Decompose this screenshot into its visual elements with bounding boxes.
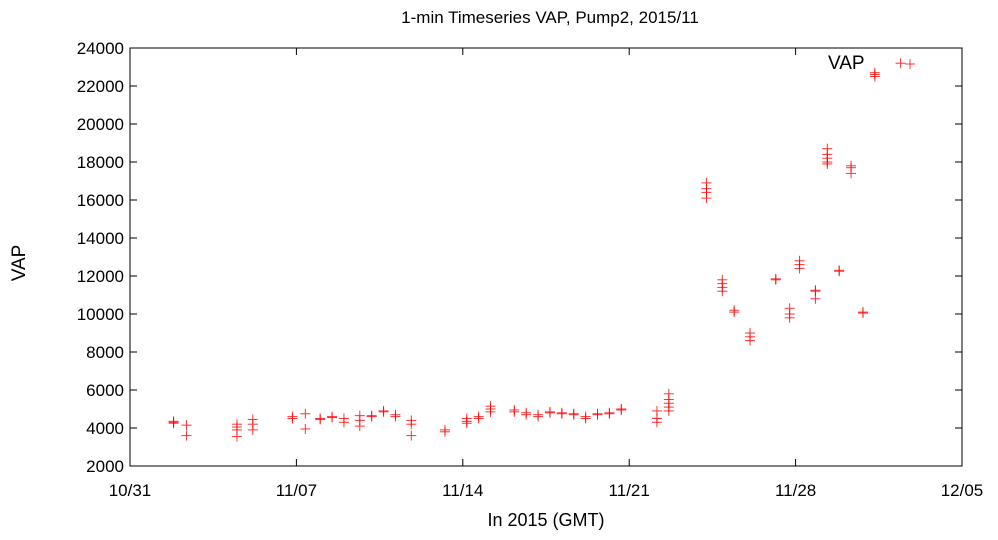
data-point <box>181 420 192 431</box>
data-point <box>822 158 833 169</box>
y-tick-label: 18000 <box>77 153 124 172</box>
y-tick-label: 6000 <box>86 381 124 400</box>
data-point <box>869 71 880 82</box>
y-tick-label: 24000 <box>77 39 124 58</box>
data-point <box>810 285 821 296</box>
data-point <box>729 307 740 318</box>
data-point <box>366 411 377 422</box>
data-point <box>327 412 338 423</box>
y-tick-label: 2000 <box>86 457 124 476</box>
data-point <box>300 423 311 434</box>
data-point <box>473 413 484 424</box>
data-point <box>168 418 179 429</box>
x-tick-label: 11/07 <box>276 481 317 500</box>
data-point <box>895 58 906 69</box>
y-tick-label: 16000 <box>77 191 124 210</box>
data-point <box>846 168 857 179</box>
data-point <box>406 419 417 430</box>
x-tick-label: 11/21 <box>609 481 650 500</box>
data-point <box>616 404 627 415</box>
data-point <box>378 406 389 417</box>
data-point <box>390 411 401 422</box>
x-tick-label: 12/05 <box>941 481 984 500</box>
data-point <box>810 293 821 304</box>
data-point <box>568 409 579 420</box>
data-point <box>533 411 544 422</box>
data-point <box>556 408 567 419</box>
data-point <box>247 424 258 435</box>
chart-title: 1-min Timeseries VAP, Pump2, 2015/11 <box>401 8 699 27</box>
legend-label: VAP <box>828 53 865 74</box>
data-point <box>287 413 298 424</box>
data-point <box>181 430 192 441</box>
data-point <box>701 193 712 204</box>
data-point <box>300 408 311 419</box>
data-point <box>461 418 472 429</box>
data-point <box>770 274 781 285</box>
y-tick-label: 20000 <box>77 115 124 134</box>
data-point <box>651 417 662 428</box>
x-tick-label: 11/28 <box>775 481 816 500</box>
y-tick-label: 10000 <box>77 305 124 324</box>
data-point <box>604 408 615 419</box>
data-point <box>354 421 365 432</box>
data-point <box>834 266 845 277</box>
data-point <box>592 409 603 420</box>
y-tick-label: 12000 <box>77 267 124 286</box>
data-point <box>485 401 496 412</box>
y-tick-label: 14000 <box>77 229 124 248</box>
data-point <box>794 263 805 274</box>
y-axis-label: VAP <box>9 244 30 282</box>
y-tick-label: 22000 <box>77 77 124 96</box>
data-point <box>521 409 532 420</box>
data-point <box>406 430 417 441</box>
data-point <box>315 414 326 425</box>
y-tick-label: 4000 <box>86 419 124 438</box>
plot-frame <box>129 47 963 467</box>
data-point <box>717 286 728 297</box>
data-point <box>663 405 674 416</box>
data-point <box>509 406 520 417</box>
y-tick-label: 8000 <box>86 343 124 362</box>
data-point <box>544 407 555 418</box>
data-point <box>857 308 868 319</box>
data-point <box>338 417 349 428</box>
data-point <box>745 335 756 346</box>
x-axis-label: In 2015 (GMT) <box>487 510 605 530</box>
data-point <box>580 413 591 424</box>
data-point <box>784 312 795 323</box>
x-tick-label: 11/14 <box>442 481 483 500</box>
data-point <box>231 431 242 442</box>
data-point <box>439 426 450 437</box>
data-point <box>231 422 242 433</box>
x-tick-label: 10/31 <box>109 481 152 500</box>
